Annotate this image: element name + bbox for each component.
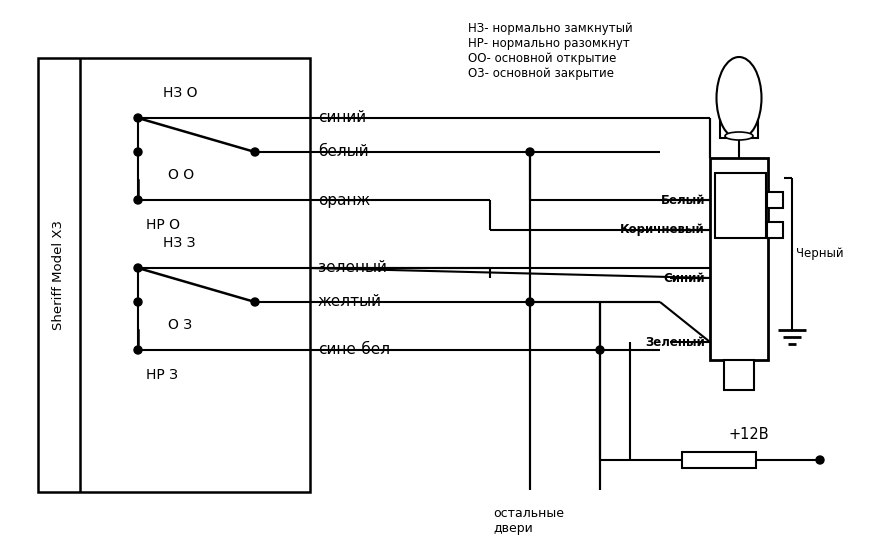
Circle shape xyxy=(134,196,142,204)
Text: оранж: оранж xyxy=(318,193,370,208)
Bar xyxy=(38,58,310,492)
Circle shape xyxy=(134,346,142,354)
Ellipse shape xyxy=(725,132,753,140)
Bar xyxy=(720,118,758,138)
Text: сине-бел: сине-бел xyxy=(318,343,390,358)
Bar xyxy=(715,173,766,238)
Text: НР О: НР О xyxy=(146,218,180,232)
Text: белый: белый xyxy=(318,145,369,160)
Circle shape xyxy=(596,346,604,354)
Circle shape xyxy=(134,148,142,156)
Text: НР- нормально разомкнут: НР- нормально разомкнут xyxy=(468,37,629,50)
Text: Черный: Черный xyxy=(796,248,843,261)
Text: НЗ- нормально замкнутый: НЗ- нормально замкнутый xyxy=(468,22,633,35)
Text: +12В: +12В xyxy=(728,427,769,442)
Bar xyxy=(710,158,768,360)
Text: остальные: остальные xyxy=(493,507,564,520)
Text: ОО- основной открытие: ОО- основной открытие xyxy=(468,52,616,65)
Text: НЗ О: НЗ О xyxy=(163,86,197,100)
Text: двери: двери xyxy=(493,522,533,535)
Text: желтый: желтый xyxy=(318,295,382,310)
Text: О3- основной закрытие: О3- основной закрытие xyxy=(468,67,614,80)
Circle shape xyxy=(526,298,534,306)
Circle shape xyxy=(251,148,259,156)
FancyBboxPatch shape xyxy=(767,222,783,238)
Text: НЗ З: НЗ З xyxy=(163,236,195,250)
Text: О О: О О xyxy=(168,168,194,182)
Bar xyxy=(682,452,756,468)
Text: Белый: Белый xyxy=(660,194,705,206)
Text: О З: О З xyxy=(168,318,192,332)
Text: зеленый: зеленый xyxy=(318,261,387,276)
Text: Зеленый: Зеленый xyxy=(645,335,705,349)
Circle shape xyxy=(134,114,142,122)
Text: Коричневый: Коричневый xyxy=(621,224,705,237)
FancyBboxPatch shape xyxy=(767,192,783,208)
Text: Sheriff Model X3: Sheriff Model X3 xyxy=(52,220,65,330)
Text: Синий: Синий xyxy=(663,272,705,285)
Circle shape xyxy=(134,298,142,306)
Text: синий: синий xyxy=(318,110,366,126)
Bar xyxy=(724,360,754,390)
Circle shape xyxy=(134,264,142,272)
Ellipse shape xyxy=(717,57,761,139)
Text: НР З: НР З xyxy=(146,368,178,382)
Circle shape xyxy=(816,456,824,464)
Circle shape xyxy=(251,298,259,306)
Circle shape xyxy=(526,148,534,156)
